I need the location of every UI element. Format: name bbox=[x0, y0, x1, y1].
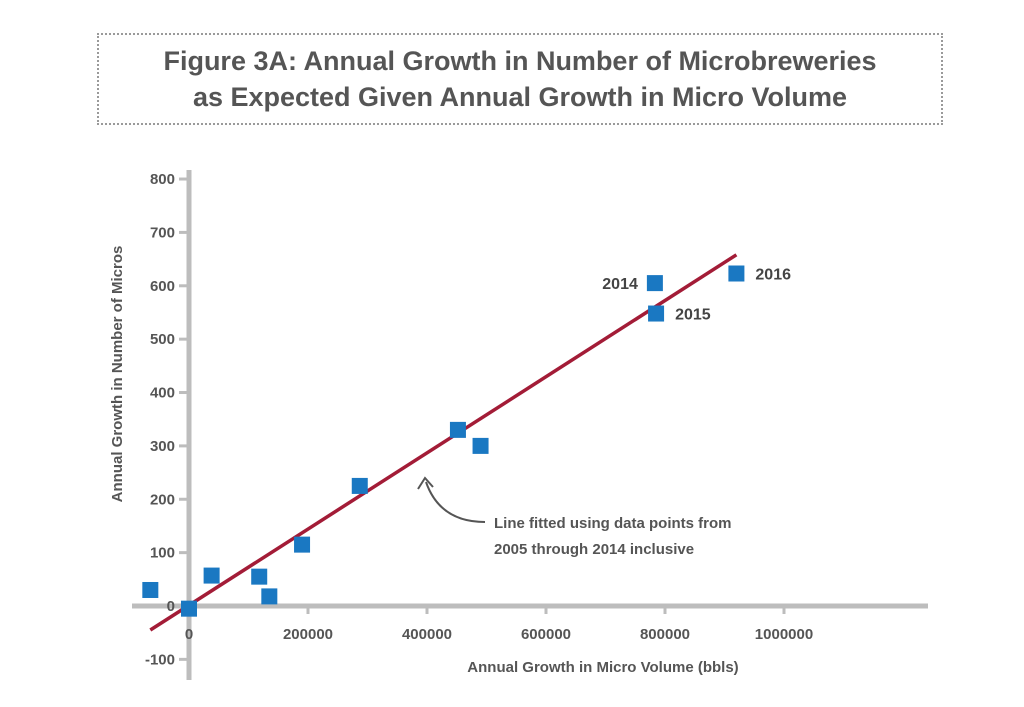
chart-title-line2: as Expected Given Annual Growth in Micro… bbox=[192, 82, 848, 112]
data-point bbox=[251, 568, 268, 585]
tick-labels: 0 200000 400000 600000 800000 1000000 -100 0 100… bbox=[145, 171, 813, 668]
data-point bbox=[449, 421, 466, 438]
fit-line-layer bbox=[149, 253, 738, 632]
data-point bbox=[294, 536, 311, 553]
x-tick-label: 0 bbox=[185, 626, 193, 643]
x-axis-title: Annual Growth in Micro Volume (bbls) bbox=[467, 659, 738, 676]
y-tick-label: 300 bbox=[150, 438, 175, 455]
point-label: 2014 bbox=[602, 276, 638, 293]
y-tick-label: 200 bbox=[150, 491, 175, 508]
x-tick-label: 200000 bbox=[283, 626, 333, 643]
fit-line bbox=[149, 253, 738, 632]
y-tick-label: 100 bbox=[150, 545, 175, 562]
y-tick-label: 400 bbox=[150, 385, 175, 402]
data-point bbox=[351, 477, 368, 494]
annotation-arrow bbox=[425, 481, 486, 523]
axes bbox=[132, 170, 928, 680]
y-tick-label: 600 bbox=[150, 278, 175, 295]
data-point bbox=[472, 437, 489, 454]
x-tick-label: 400000 bbox=[402, 626, 452, 643]
data-point bbox=[261, 588, 278, 605]
data-point bbox=[203, 567, 220, 584]
y-axis-title: Annual Growth in Number of Micros bbox=[109, 246, 126, 503]
annotation-arrowhead bbox=[417, 476, 434, 490]
chart-title: Figure 3A: Annual Growth in Number of Mi… bbox=[163, 46, 877, 76]
y-tick-label: 700 bbox=[150, 224, 175, 241]
data-point bbox=[648, 305, 665, 322]
y-tick-label: 500 bbox=[150, 331, 175, 348]
x-tick-label: 800000 bbox=[640, 626, 690, 643]
x-tick-label: 600000 bbox=[521, 626, 571, 643]
data-point bbox=[646, 275, 663, 292]
data-points bbox=[142, 265, 745, 617]
point-label: 2015 bbox=[675, 307, 711, 324]
point-label: 2016 bbox=[755, 267, 791, 284]
y-tick-label: 800 bbox=[150, 171, 175, 188]
annotation: Line fitted using data points from 2005 … bbox=[417, 476, 732, 558]
x-tick-label: 1000000 bbox=[755, 626, 813, 643]
y-tick-label: -100 bbox=[145, 651, 175, 668]
title-box: Figure 3A: Annual Growth in Number of Mi… bbox=[97, 33, 943, 125]
data-point bbox=[181, 600, 197, 617]
annotation-line1: Line fitted using data points from bbox=[494, 515, 732, 532]
annotation-line2: 2005 through 2014 inclusive bbox=[494, 541, 694, 558]
point-labels: 2014 2015 2016 bbox=[602, 267, 791, 324]
data-point bbox=[728, 265, 745, 282]
y-tick-label: 0 bbox=[167, 598, 175, 615]
data-point bbox=[142, 581, 159, 598]
